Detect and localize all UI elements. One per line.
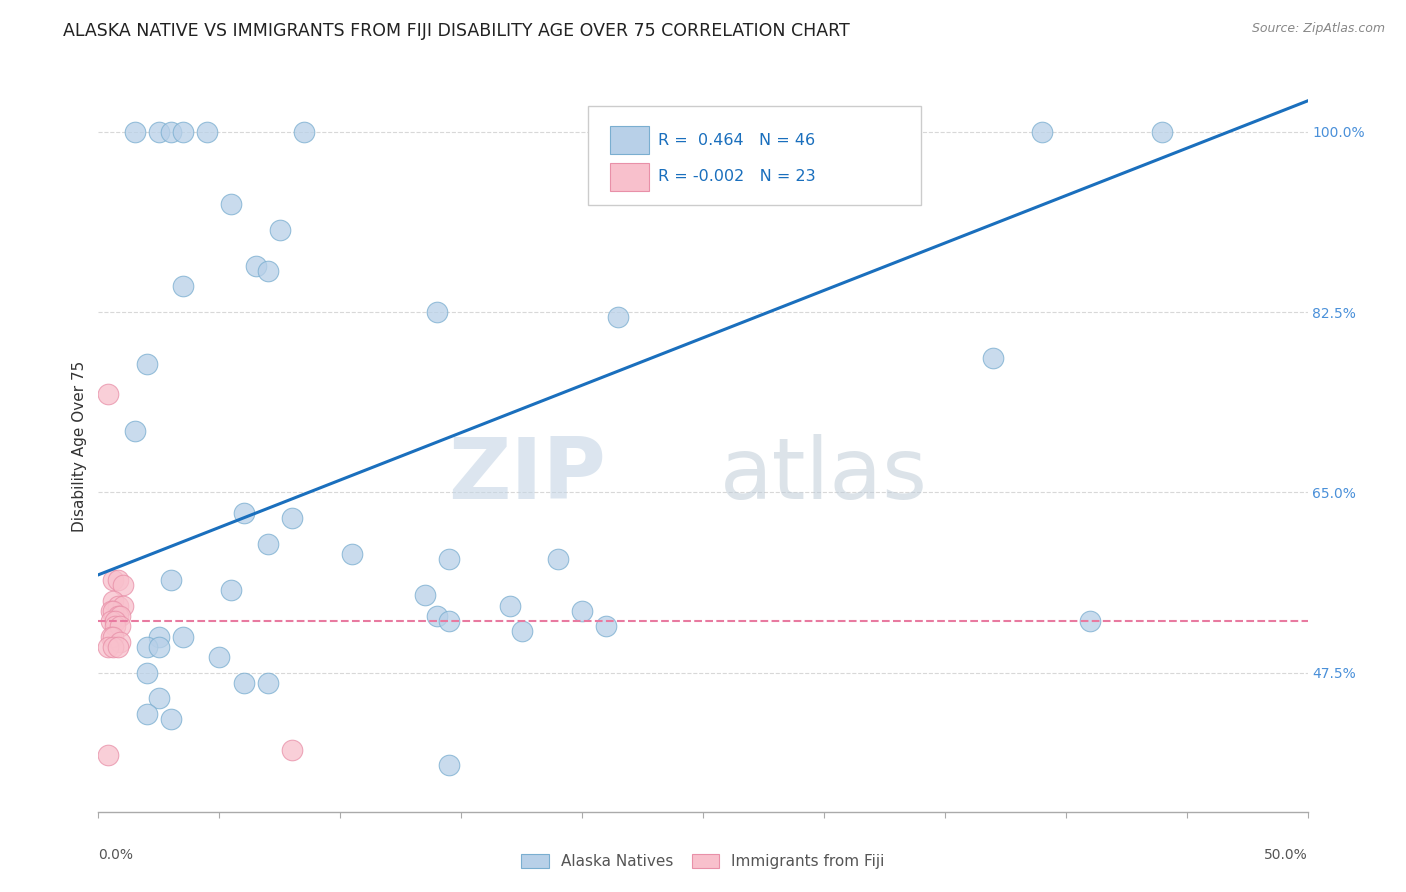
Point (97, 387, 120, 401)
Point (104, 619, 127, 633)
Point (256, 676, 278, 690)
Point (245, 259, 267, 273)
Point (101, 640, 124, 654)
Point (498, 599, 520, 613)
Point (111, 599, 134, 613)
Point (108, 619, 131, 633)
Point (1078, 614, 1101, 628)
Point (148, 125, 170, 139)
Point (107, 599, 129, 613)
Point (437, 614, 460, 628)
Point (172, 125, 194, 139)
Text: R = -0.002   N = 23: R = -0.002 N = 23 (658, 169, 815, 185)
Point (195, 125, 218, 139)
Point (208, 650, 231, 665)
Point (107, 609, 129, 624)
Point (135, 357, 157, 371)
Point (510, 624, 533, 639)
Legend: Alaska Natives, Immigrants from Fiji: Alaska Natives, Immigrants from Fiji (515, 848, 891, 875)
Point (413, 588, 436, 602)
Point (342, 547, 364, 561)
Point (148, 691, 170, 706)
Point (104, 614, 127, 628)
Point (107, 640, 129, 654)
Point (148, 640, 170, 654)
Text: 0.0%: 0.0% (98, 847, 134, 862)
Point (101, 630, 124, 644)
Point (607, 310, 630, 325)
Point (108, 634, 131, 648)
FancyBboxPatch shape (588, 106, 921, 204)
Point (595, 619, 617, 633)
Point (221, 583, 243, 598)
Point (111, 578, 134, 592)
Point (100, 630, 122, 644)
Point (100, 614, 122, 628)
Point (172, 630, 194, 644)
Point (160, 125, 183, 139)
Text: ZIP: ZIP (449, 434, 606, 516)
Point (107, 573, 129, 587)
Point (256, 537, 278, 551)
Text: Source: ZipAtlas.com: Source: ZipAtlas.com (1251, 22, 1385, 36)
Point (281, 511, 304, 525)
Point (256, 264, 278, 278)
Text: atlas: atlas (720, 434, 928, 516)
FancyBboxPatch shape (610, 163, 648, 191)
Point (232, 506, 254, 520)
Point (437, 552, 460, 566)
Point (1152, 125, 1174, 139)
Point (135, 640, 157, 654)
Text: R =  0.464   N = 46: R = 0.464 N = 46 (658, 133, 815, 148)
Point (160, 573, 183, 587)
Point (101, 593, 124, 607)
Point (426, 305, 449, 319)
Point (101, 573, 124, 587)
Point (97, 640, 120, 654)
Point (426, 609, 449, 624)
Point (281, 743, 304, 757)
Point (172, 279, 194, 293)
Point (1031, 125, 1053, 139)
Text: 50.0%: 50.0% (1264, 847, 1308, 862)
Point (108, 609, 131, 624)
Point (135, 665, 157, 680)
Point (547, 552, 569, 566)
Point (124, 125, 146, 139)
Point (97, 747, 120, 762)
Point (437, 758, 460, 772)
Point (160, 712, 183, 726)
Text: ALASKA NATIVE VS IMMIGRANTS FROM FIJI DISABILITY AGE OVER 75 CORRELATION CHART: ALASKA NATIVE VS IMMIGRANTS FROM FIJI DI… (63, 22, 851, 40)
Y-axis label: Disability Age Over 75: Disability Age Over 75 (72, 360, 87, 532)
Point (232, 676, 254, 690)
Point (981, 351, 1004, 366)
FancyBboxPatch shape (610, 127, 648, 154)
Point (571, 604, 593, 618)
Point (292, 125, 315, 139)
Point (101, 604, 124, 618)
Point (269, 222, 291, 236)
Point (135, 706, 157, 721)
Point (221, 197, 243, 211)
Point (124, 424, 146, 438)
Point (148, 630, 170, 644)
Point (100, 604, 122, 618)
